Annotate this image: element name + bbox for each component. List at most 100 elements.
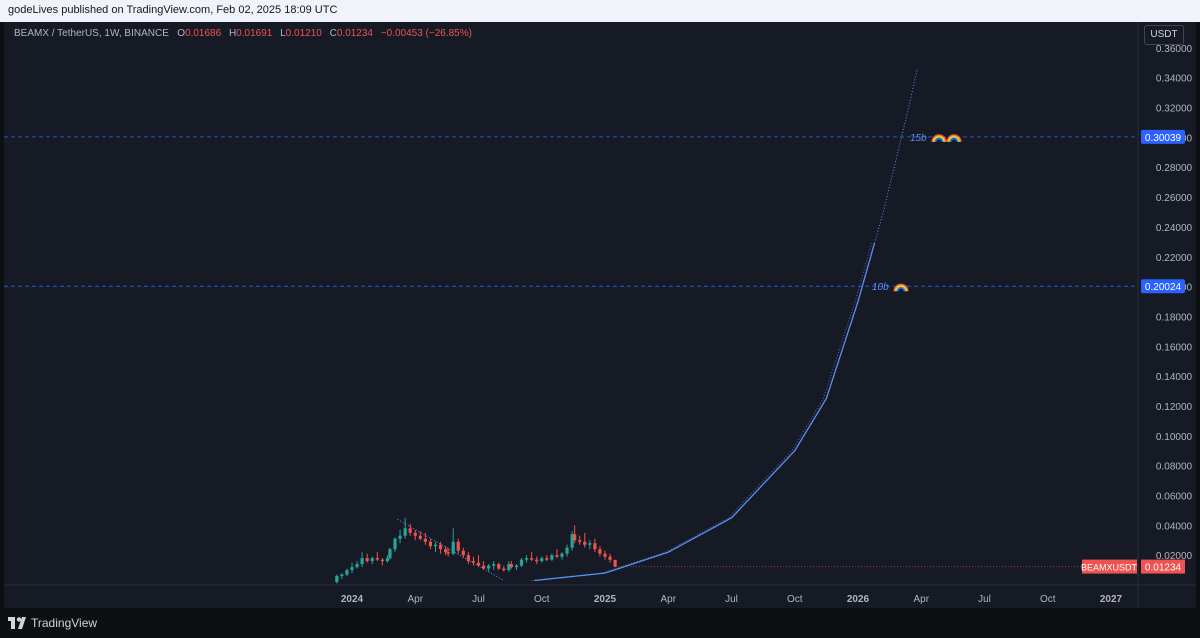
candle — [446, 547, 450, 557]
y-tick-label: 0.14000 — [1156, 372, 1193, 383]
candle — [550, 553, 554, 562]
candle-body — [565, 547, 569, 554]
candle — [603, 550, 607, 560]
candle-body — [530, 558, 534, 560]
candle — [398, 529, 402, 544]
candle-body — [570, 534, 574, 548]
candle — [555, 549, 559, 559]
candle-body — [476, 562, 481, 566]
candle — [345, 568, 349, 577]
candle-body — [423, 538, 427, 542]
rainbow-stripe — [948, 136, 960, 142]
footer-bar: TradingView — [0, 608, 1200, 638]
symbol-label[interactable]: BEAMX / TetherUS, 1W, BINANCE — [14, 28, 169, 39]
candle-body — [507, 564, 511, 571]
candle-body — [438, 544, 443, 550]
candle-body — [603, 553, 607, 557]
rainbow-stripe — [932, 135, 946, 142]
level-price-label: 0.30039 — [1145, 133, 1182, 144]
candle — [588, 540, 592, 550]
candle-body — [451, 541, 455, 554]
candle — [444, 546, 448, 556]
candle — [360, 552, 364, 568]
candle-body — [380, 559, 384, 562]
candle-body — [519, 559, 524, 566]
candle-body — [355, 564, 359, 568]
tradingview-brand[interactable]: TradingView — [8, 616, 97, 630]
x-tick-label: 2026 — [847, 594, 870, 605]
publish-info: godeLives published on TradingView.com, … — [8, 4, 338, 16]
candle — [565, 544, 569, 557]
x-tick-label: 2027 — [1100, 594, 1123, 605]
brand-name: TradingView — [31, 616, 98, 630]
level-price-badge — [1141, 129, 1185, 144]
currency-button[interactable]: USDT — [1144, 25, 1184, 45]
x-tick-label: Jul — [725, 594, 738, 605]
candle-body — [408, 528, 412, 533]
candle — [497, 562, 501, 571]
rainbow-stripe — [931, 134, 947, 142]
open-label: O — [177, 28, 185, 39]
candle — [433, 541, 438, 553]
candle — [365, 553, 369, 563]
candle — [461, 547, 465, 559]
price-chart[interactable]: 15b 10b 0.02000 0.04000 0.06000 0.08000 0.100… — [4, 22, 1196, 608]
y-tick-label: 0.28000 — [1156, 163, 1193, 174]
y-tick-label: 0.12000 — [1156, 402, 1193, 413]
candle-body — [555, 555, 559, 557]
candle — [471, 556, 476, 566]
candle-body — [335, 576, 339, 583]
change-value: −0.00453 (−26.85%) — [380, 28, 472, 39]
x-tick-label: Jul — [472, 594, 485, 605]
candle-body — [365, 558, 369, 562]
candle — [340, 573, 344, 580]
candle — [535, 556, 539, 565]
candle — [570, 531, 574, 551]
candle — [613, 559, 617, 567]
level-note: 10b — [872, 282, 889, 293]
x-tick-label: Oct — [787, 594, 803, 605]
candle — [393, 537, 397, 553]
x-tick-label: 2024 — [341, 594, 364, 605]
candle — [413, 529, 417, 541]
candle — [545, 555, 549, 562]
candle — [487, 564, 491, 572]
chart-area[interactable]: 15b 10b 0.02000 0.04000 0.06000 0.08000 0.100… — [4, 22, 1196, 608]
candle-body — [385, 558, 390, 562]
candle — [476, 555, 481, 568]
open-value: 0.01686 — [185, 28, 222, 39]
close-value: 0.01234 — [336, 28, 373, 39]
x-tick-label: Apr — [660, 594, 676, 605]
candle — [560, 552, 564, 560]
rainbow-icon — [931, 134, 947, 142]
low-value: 0.01210 — [285, 28, 322, 39]
rainbow-stripe — [896, 286, 906, 292]
y-tick-label: 0.24000 — [1156, 223, 1193, 234]
publish-bar: godeLives published on TradingView.com, … — [0, 0, 1200, 22]
candle-body — [375, 558, 379, 560]
candle — [355, 561, 359, 569]
candle — [524, 555, 529, 563]
candle-body — [535, 559, 539, 562]
candle-body — [608, 556, 612, 560]
candle — [418, 531, 422, 541]
candle-body — [578, 540, 582, 542]
x-tick-label: Apr — [913, 594, 929, 605]
candle-body — [560, 553, 564, 557]
candle — [388, 547, 392, 560]
candle-body — [340, 574, 344, 577]
candle-body — [428, 541, 433, 547]
candle — [335, 574, 339, 584]
candle — [502, 565, 506, 572]
rainbow-stripe — [935, 138, 943, 142]
candle-body — [446, 552, 450, 554]
x-tick-label: 2025 — [594, 594, 617, 605]
candle — [573, 525, 577, 544]
candle-body — [418, 535, 422, 539]
candle-body — [497, 564, 501, 569]
rainbow-icon — [946, 134, 962, 142]
candle-body — [593, 543, 597, 550]
y-tick-label: 0.22000 — [1156, 253, 1193, 264]
candle — [481, 561, 486, 571]
candle — [519, 558, 524, 568]
